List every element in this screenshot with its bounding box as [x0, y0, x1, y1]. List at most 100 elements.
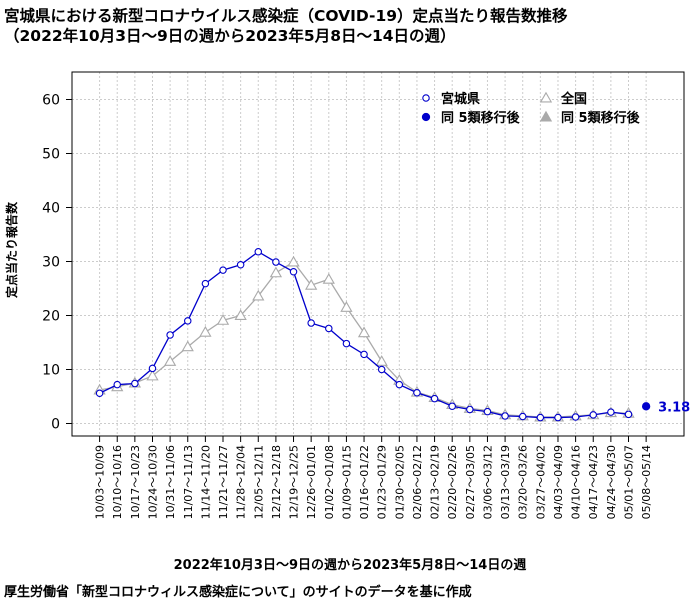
legend-label: 同 5類移行後 — [561, 110, 641, 126]
x-tick-label: 12/19～12/25 — [288, 445, 301, 519]
point-miyagi — [219, 266, 227, 274]
series-layer: 3.18 — [93, 248, 690, 422]
point-miyagi — [166, 331, 174, 339]
point-national — [287, 255, 300, 267]
point-national — [252, 289, 265, 301]
point-miyagi — [360, 350, 368, 359]
legend-national-icon — [539, 91, 553, 103]
point-miyagi — [131, 379, 139, 388]
y-tick-label: 0 — [51, 417, 60, 433]
point-miyagi — [395, 380, 404, 389]
x-tick-label: 03/20～03/26 — [517, 445, 530, 519]
legend: 宮城県 全国同 5類移行後 同 5類移行後 — [421, 91, 641, 126]
point-miyagi — [589, 411, 597, 419]
point-miyagi — [501, 412, 509, 420]
x-tick-label: 02/27～03/05 — [464, 445, 477, 519]
point-miyagi — [113, 380, 121, 389]
point-miyagi — [554, 413, 562, 422]
point-miyagi — [254, 248, 263, 256]
y-axis: 0 10 20 30 40 50 60 — [42, 93, 72, 433]
x-tick-label: 03/27～04/02 — [534, 445, 547, 519]
y-tick-label: 30 — [42, 255, 60, 271]
point-national — [199, 325, 212, 337]
point-miyagi — [148, 364, 157, 373]
x-tick-label: 04/17～04/23 — [587, 445, 600, 519]
point-miyagi — [236, 260, 245, 269]
x-tick-label: 04/10～04/16 — [570, 445, 583, 519]
x-tick-label: 03/06～03/12 — [481, 445, 494, 519]
point-miyagi — [184, 317, 192, 325]
x-tick-label: 04/03～04/09 — [552, 445, 565, 519]
chart-subtitle: （2022年10月3日～9日の週から2023年5月8日～14日の週） — [4, 27, 456, 45]
x-tick-label: 01/02～01/08 — [323, 445, 336, 519]
x-axis-label: 2022年10月3日～9日の週から2023年5月8日～14日の週 — [173, 558, 527, 573]
legend-miyagi-icon — [422, 94, 430, 102]
x-tick-label: 12/12～12/18 — [270, 445, 283, 519]
legend-national-post-icon — [539, 110, 553, 122]
point-miyagi — [272, 258, 280, 266]
point-miyagi — [430, 394, 439, 403]
point-miyagi — [536, 413, 545, 422]
legend-label: 同 5類移行後 — [441, 110, 521, 126]
point-national — [305, 278, 318, 290]
y-tick-label: 50 — [42, 147, 60, 163]
point-miyagi — [466, 405, 474, 414]
point-miyagi — [342, 339, 351, 348]
x-tick-label: 11/14～11/20 — [199, 445, 212, 519]
x-tick-label: 01/23～01/29 — [376, 445, 389, 519]
x-axis: 10/03～10/09 10/10～10/16 10/17～10/23 10/24～1… — [94, 436, 653, 519]
y-axis-label: 定点当たり報告数 — [4, 201, 19, 298]
point-national — [322, 273, 335, 284]
point-miyagi — [325, 324, 333, 333]
x-tick-label: 11/28～12/04 — [235, 445, 248, 519]
line-chart: 0 10 20 30 40 50 60 10/03～10/09 10/10～10/16 10/1… — [4, 71, 690, 519]
x-tick-label: 01/09～01/15 — [340, 445, 353, 519]
x-tick-label: 10/03～10/09 — [94, 445, 107, 519]
point-miyagi — [377, 365, 386, 374]
x-tick-label: 11/21～11/27 — [217, 445, 230, 519]
x-tick-label: 10/10～10/16 — [111, 445, 124, 519]
point-miyagi — [483, 407, 492, 416]
y-tick-label: 20 — [42, 309, 60, 325]
chart-title: 宮城県における新型コロナウイルス感染症（COVID-19）定点当たり報告数推移 — [4, 7, 568, 25]
y-tick-label: 10 — [42, 363, 60, 379]
point-national — [181, 340, 194, 352]
legend-label: 宮城県 — [441, 91, 480, 107]
x-tick-label: 02/06～02/12 — [411, 445, 424, 519]
grid — [72, 72, 684, 436]
source-note: 厚生労働省「新型コロナウィルス感染症について」のサイトのデータを基に作成 — [4, 585, 472, 600]
x-tick-label: 04/24～04/30 — [605, 445, 618, 519]
x-tick-label: 10/31～11/06 — [164, 445, 177, 519]
point-national — [340, 301, 353, 312]
point-national — [146, 369, 159, 381]
x-tick-label: 01/30～02/05 — [393, 445, 406, 519]
point-miyagi — [307, 319, 315, 327]
x-tick-label: 03/13～03/19 — [499, 445, 512, 519]
point-national — [357, 326, 371, 338]
x-tick-label: 12/26～01/01 — [305, 445, 318, 519]
point-miyagi — [607, 408, 615, 416]
x-tick-label: 11/07～11/13 — [182, 445, 195, 519]
point-miyagi — [624, 410, 633, 419]
x-tick-label: 10/17～10/23 — [129, 445, 142, 519]
point-miyagi — [571, 413, 580, 421]
point-miyagi-post — [641, 402, 651, 411]
point-national — [375, 355, 388, 366]
point-national — [234, 309, 247, 320]
value-annotation: 3.18 — [658, 400, 690, 415]
point-miyagi — [95, 389, 104, 398]
x-tick-label: 02/13～02/19 — [429, 445, 442, 519]
x-tick-label: 05/01～05/07 — [623, 445, 636, 519]
point-miyagi — [448, 402, 456, 410]
y-tick-label: 40 — [42, 201, 60, 217]
x-tick-label: 10/24～10/30 — [146, 445, 159, 519]
point-national — [216, 314, 230, 325]
point-miyagi — [518, 412, 527, 421]
y-tick-label: 60 — [42, 93, 60, 109]
point-national — [269, 266, 283, 278]
legend-miyagi-post-icon — [421, 112, 431, 122]
point-miyagi — [413, 388, 421, 397]
x-tick-label: 12/05～12/11 — [252, 445, 265, 519]
legend-label: 全国 — [560, 91, 587, 107]
plot-frame — [71, 71, 685, 437]
